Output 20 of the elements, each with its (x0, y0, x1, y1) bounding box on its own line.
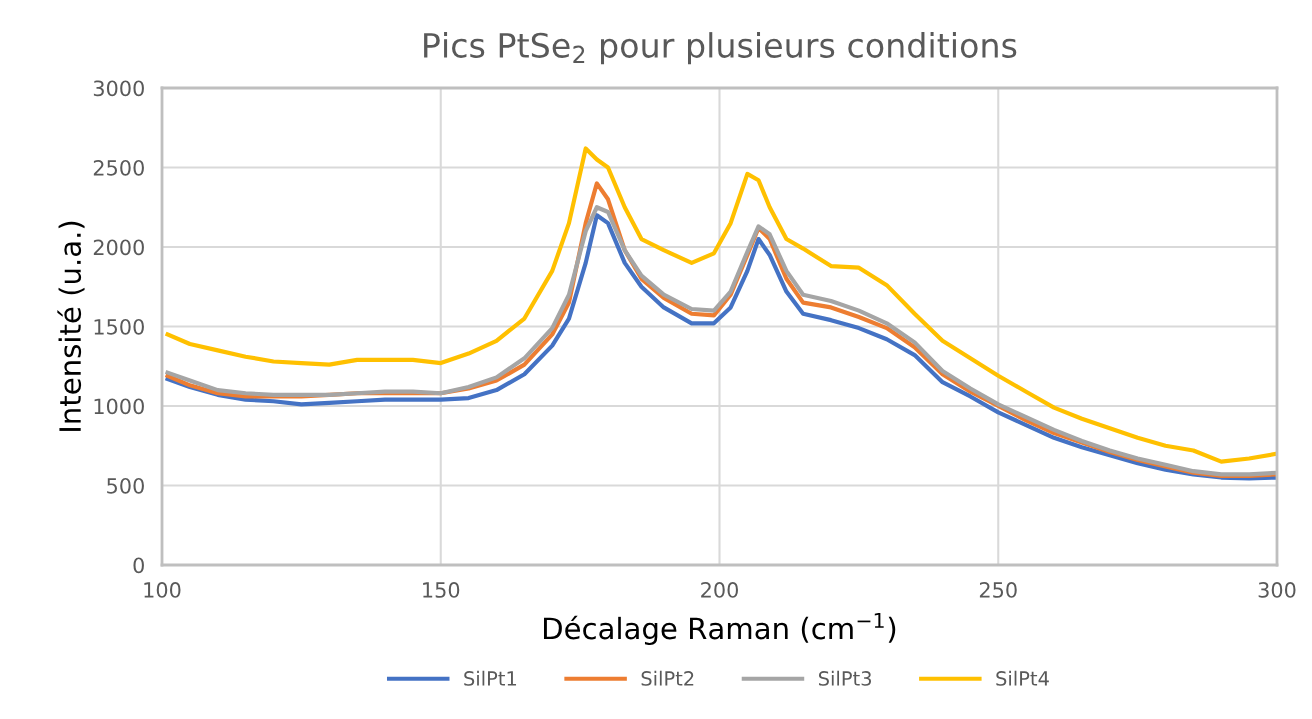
legend-label: SilPt2 (641, 670, 694, 686)
y-axis-title: Intensité (u.a.) (57, 221, 85, 431)
x-tick-label: 200 (701, 582, 738, 598)
y-tick-label: 2000 (93, 239, 144, 256)
chart-title: Pics PtSe$_{2}$ pour plusieurs conditions (424, 32, 1017, 65)
line-series (165, 146, 1277, 464)
legend-label: SilPt3 (818, 670, 871, 686)
y-tick-label: 1500 (94, 318, 144, 335)
x-tick-label: 100 (144, 582, 181, 598)
y-tick-label: 0 (133, 557, 144, 574)
x-tick-label: 250 (979, 582, 1017, 598)
y-tick-label: 1000 (94, 398, 144, 415)
x-tick-label: 150 (423, 582, 460, 598)
y-tick-label: 3000 (93, 80, 144, 97)
x-axis-title: Décalage Raman (cm$^{−1}$) (544, 612, 896, 646)
y-tick-label: 2500 (93, 159, 144, 176)
legend-label: SilPt4 (996, 670, 1049, 686)
y-tick-label: 500 (107, 477, 144, 494)
legend-label: SilPt1 (464, 670, 517, 686)
x-tick-label: 300 (1258, 582, 1296, 598)
